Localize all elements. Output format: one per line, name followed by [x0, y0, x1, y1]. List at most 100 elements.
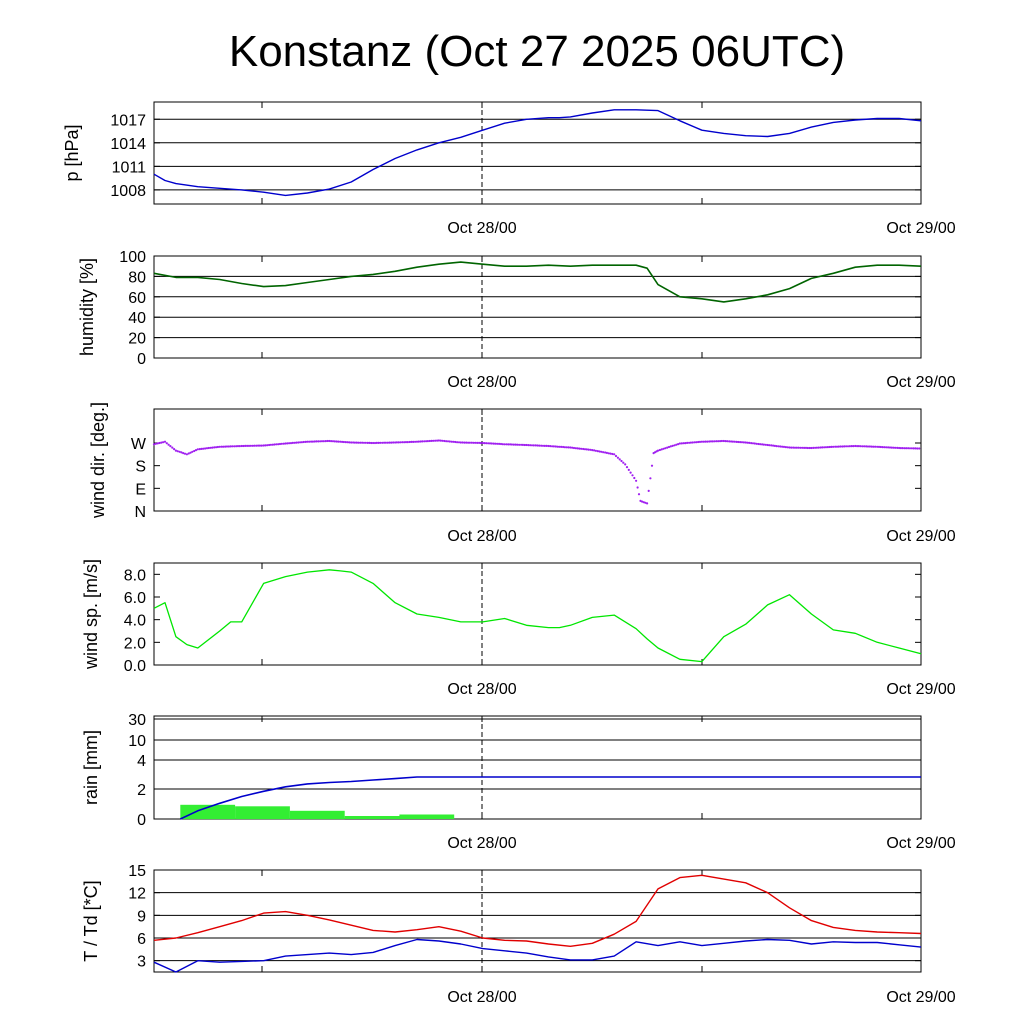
- wind-direction-point: [620, 459, 623, 463]
- wind-direction-point: [815, 446, 819, 449]
- wind-direction-point: [158, 441, 161, 445]
- wind-direction-point: [485, 442, 488, 445]
- wind-direction-point: [397, 441, 400, 444]
- wind-direction-point: [751, 442, 755, 445]
- wind-direction-point: [169, 445, 172, 448]
- wind-direction-point: [850, 445, 853, 448]
- y-tick-label: 1014: [110, 136, 146, 153]
- wind-direction-point: [782, 445, 786, 448]
- wind-direction-point: [786, 446, 789, 449]
- wind-direction-point: [649, 477, 652, 480]
- wind-direction-point: [308, 440, 311, 443]
- wind-direction-point: [664, 447, 667, 450]
- wind-direction-point: [866, 445, 870, 448]
- wind-direction-point: [467, 441, 470, 444]
- wind-direction-point: [901, 447, 904, 450]
- wind-direction-point: [394, 441, 397, 444]
- wind-direction-point: [650, 464, 654, 467]
- wind-direction-point: [737, 440, 740, 444]
- wind-direction-point: [249, 444, 252, 447]
- wind-direction-point: [799, 446, 802, 449]
- wind-direction-point: [839, 445, 842, 448]
- wind-direction-point: [426, 440, 429, 443]
- wind-direction-point: [910, 447, 914, 450]
- x-tick-label: Oct 28/00: [447, 220, 516, 237]
- wind-direction-point: [611, 452, 614, 456]
- wind-direction-point: [498, 442, 501, 445]
- wind-direction-point: [182, 452, 185, 455]
- wind-direction-point: [534, 444, 537, 447]
- wind-direction-point: [773, 444, 777, 447]
- wind-direction-point: [888, 446, 892, 449]
- wind-direction-point: [277, 443, 280, 446]
- wind-direction-point: [567, 446, 570, 449]
- wind-direction-point: [593, 449, 596, 452]
- wind-direction-point: [165, 442, 168, 445]
- wind-direction-point: [264, 444, 267, 447]
- wind-direction-point: [302, 440, 305, 444]
- x-tick-label: Oct 29/00: [886, 681, 955, 698]
- wind-direction-point: [883, 446, 886, 449]
- wind-direction-point: [163, 440, 167, 443]
- wind-direction-point: [914, 447, 917, 450]
- wind-direction-point: [235, 445, 238, 448]
- wind-direction-point: [505, 443, 508, 446]
- wind-direction-point: [879, 445, 882, 449]
- wind-direction-point: [200, 447, 203, 450]
- wind-direction-point: [804, 446, 808, 449]
- wind-direction-point: [468, 441, 471, 444]
- wind-direction-point: [731, 440, 735, 443]
- wind-direction-point: [658, 448, 662, 452]
- wind-direction-point: [320, 440, 324, 443]
- wind-direction-point: [733, 440, 736, 443]
- wind-direction-point: [211, 446, 214, 449]
- wind-direction-point: [496, 442, 499, 445]
- y-tick-label: W: [131, 436, 147, 453]
- wind-direction-point: [196, 448, 199, 451]
- wind-direction-point: [233, 445, 236, 448]
- wind-direction-point: [335, 440, 338, 443]
- wind-direction-point: [178, 450, 181, 453]
- wind-direction-point: [841, 445, 844, 448]
- wind-direction-point: [278, 442, 282, 446]
- wind-direction-point: [739, 441, 742, 444]
- wind-direction-point: [306, 440, 309, 443]
- wind-direction-point: [253, 444, 256, 447]
- wind-direction-point: [339, 440, 342, 443]
- wind-direction-point: [691, 441, 694, 444]
- y-axis-label: humidity [%]: [77, 258, 97, 356]
- wind-direction-point: [647, 489, 650, 492]
- y-tick-label: 1011: [112, 159, 147, 176]
- wind-direction-point: [702, 440, 705, 443]
- wind-direction-point: [436, 439, 439, 442]
- wind-direction-point: [244, 444, 247, 447]
- wind-direction-point: [275, 443, 278, 446]
- wind-direction-point: [236, 445, 240, 448]
- wind-direction-point: [812, 446, 815, 449]
- wind-direction-point: [863, 445, 866, 448]
- wind-direction-point: [624, 463, 627, 466]
- wind-direction-point: [344, 441, 347, 444]
- wind-direction-point: [262, 444, 265, 447]
- wind-direction-point: [355, 441, 358, 444]
- wind-direction-point: [439, 439, 442, 442]
- wind-direction-point: [152, 443, 156, 446]
- wind-direction-point: [395, 441, 398, 444]
- wind-direction-point: [686, 441, 689, 444]
- wind-direction-point: [532, 444, 535, 447]
- wind-direction-point: [775, 445, 778, 448]
- wind-direction-point: [764, 443, 767, 446]
- wind-direction-point: [503, 443, 506, 446]
- wind-direction-point: [527, 444, 530, 447]
- wind-direction-point: [216, 445, 219, 449]
- wind-direction-point: [291, 441, 294, 444]
- wind-direction-point: [280, 442, 283, 445]
- wind-direction-point: [346, 441, 349, 444]
- wind-direction-point: [874, 445, 877, 448]
- wind-direction-point: [894, 446, 897, 449]
- wind-direction-point: [740, 441, 744, 444]
- wind-direction-point: [667, 445, 671, 449]
- wind-direction-point: [443, 439, 446, 443]
- wind-direction-point: [465, 441, 468, 444]
- wind-direction-point: [419, 440, 422, 443]
